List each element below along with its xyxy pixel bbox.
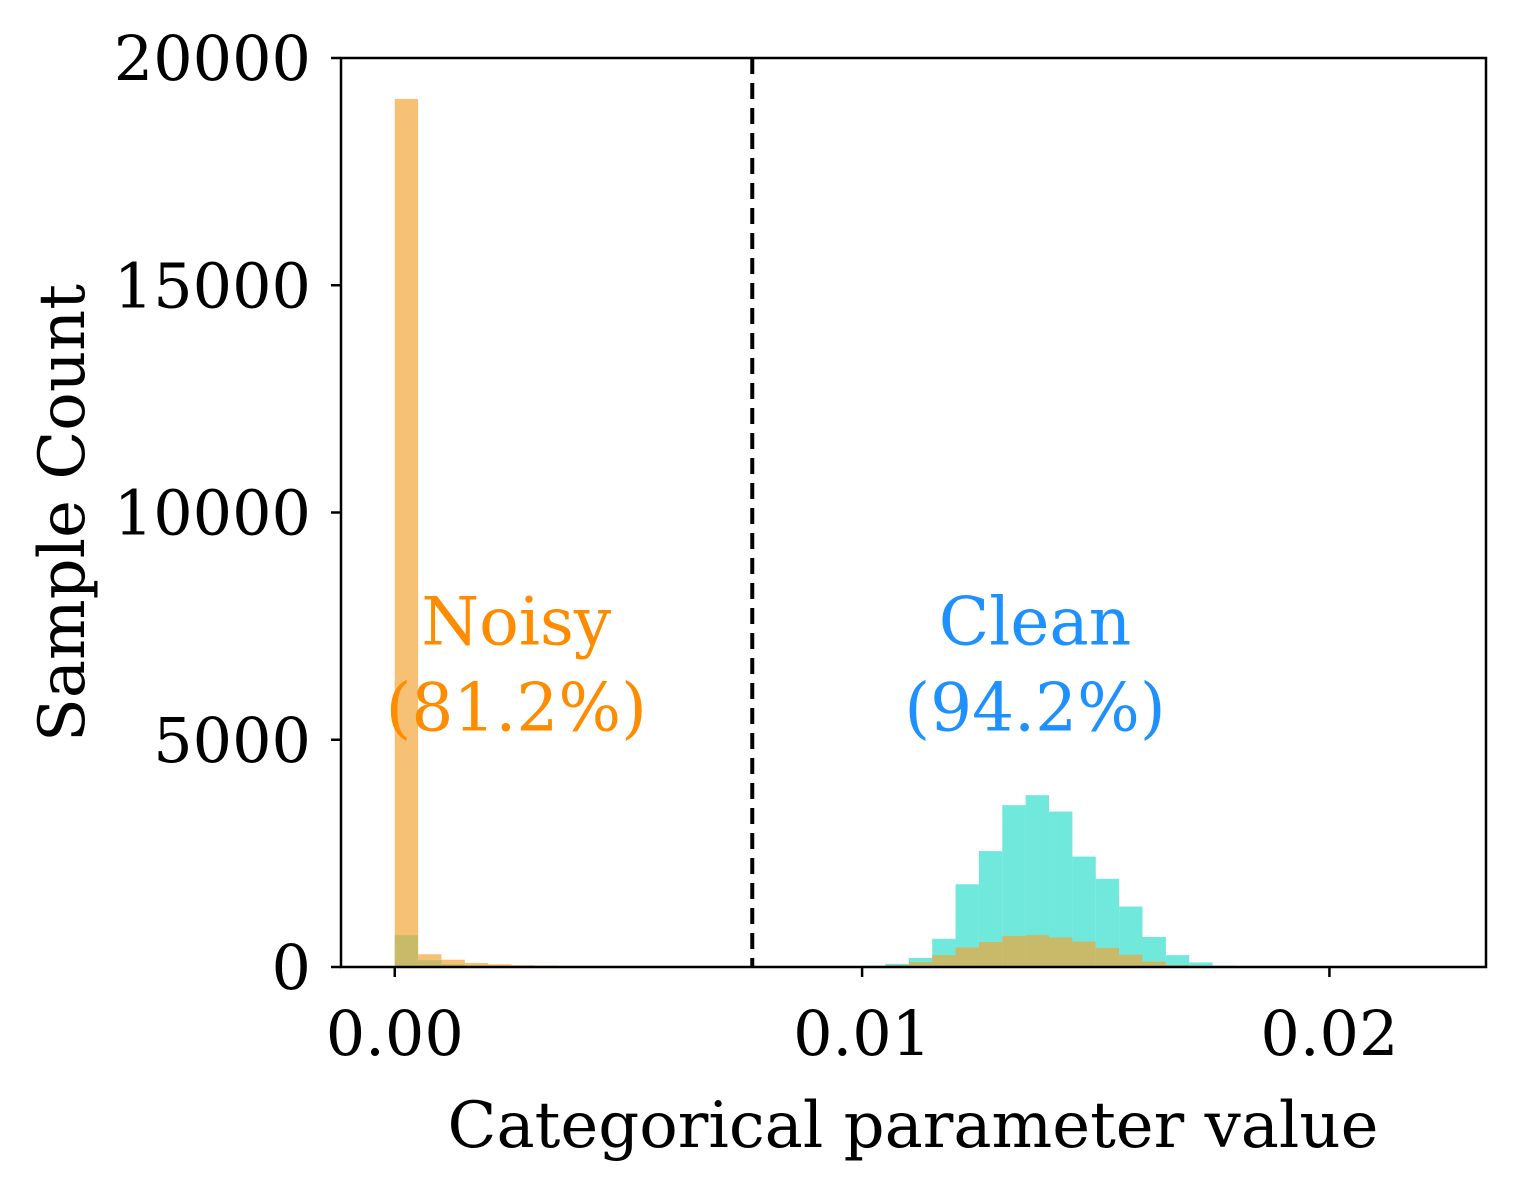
- histogram-bar-series-0: [1095, 878, 1120, 967]
- x-tick-label: 0.00: [326, 997, 464, 1070]
- histogram-bar-series-1: [1119, 954, 1143, 967]
- histogram-bar-series-0: [955, 884, 979, 967]
- annotation-percent: (94.2%): [904, 670, 1165, 747]
- histogram-bar-series-0: [1165, 955, 1190, 967]
- histogram-bar-series-1: [464, 962, 489, 967]
- x-axis-ticks: 0.00 0.01 0.02: [326, 967, 1398, 1070]
- histogram-bar-series-0: [978, 851, 1003, 967]
- x-tick-label: 0.01: [793, 997, 931, 1070]
- histogram-bar-series-1: [418, 954, 442, 967]
- histogram-bar-series-0: [1049, 811, 1073, 967]
- histogram-bar-series-0: [1142, 937, 1166, 967]
- y-axis-ticks: 0 5000 10000 15000 20000: [114, 22, 341, 1004]
- y-axis-label: Sample Count: [26, 284, 100, 742]
- histogram-bar-series-1: [488, 964, 512, 967]
- y-tick-label: 10000: [114, 477, 311, 550]
- y-tick-label: 5000: [153, 704, 311, 777]
- plot-frame: [339, 56, 1488, 969]
- x-axis-label: Categorical parameter value: [448, 1089, 1379, 1163]
- histogram-bar-series-1: [1025, 935, 1050, 967]
- histogram-bar-series-0: [1025, 795, 1050, 967]
- annotation-percent: (81.2%): [386, 670, 647, 747]
- annotation-label: Noisy: [421, 583, 611, 660]
- histogram-bar-series-1: [908, 962, 933, 967]
- histogram-bar-series-1: [1095, 947, 1120, 967]
- x-tick-label: 0.02: [1260, 997, 1398, 1070]
- y-tick-label: 20000: [114, 22, 311, 95]
- histogram-bar-series-1: [955, 947, 979, 967]
- histogram-bar-series-1: [978, 942, 1003, 967]
- annotation-label: Clean: [939, 583, 1132, 660]
- histogram-bars: [394, 98, 1260, 967]
- histogram-bar-series-0: [1072, 856, 1096, 967]
- histogram-bar-series-1: [394, 98, 419, 967]
- histogram-bar-series-0: [1002, 805, 1026, 967]
- histogram-bar-series-1: [1049, 937, 1073, 967]
- histogram-bar-series-1: [441, 959, 465, 967]
- histogram-bar-series-0: [1189, 962, 1213, 967]
- histogram-bar-series-1: [1072, 941, 1096, 967]
- histogram-bar-series-0: [1119, 906, 1143, 967]
- histogram-bar-series-1: [1002, 936, 1026, 967]
- histogram-bar-series-1: [932, 955, 956, 967]
- annotations-layer: Noisy (81.2%) Clean (94.2%): [386, 583, 1166, 746]
- y-tick-label: 0: [272, 931, 311, 1004]
- histogram-bar-series-1: [1142, 961, 1166, 967]
- y-tick-label: 15000: [114, 249, 311, 322]
